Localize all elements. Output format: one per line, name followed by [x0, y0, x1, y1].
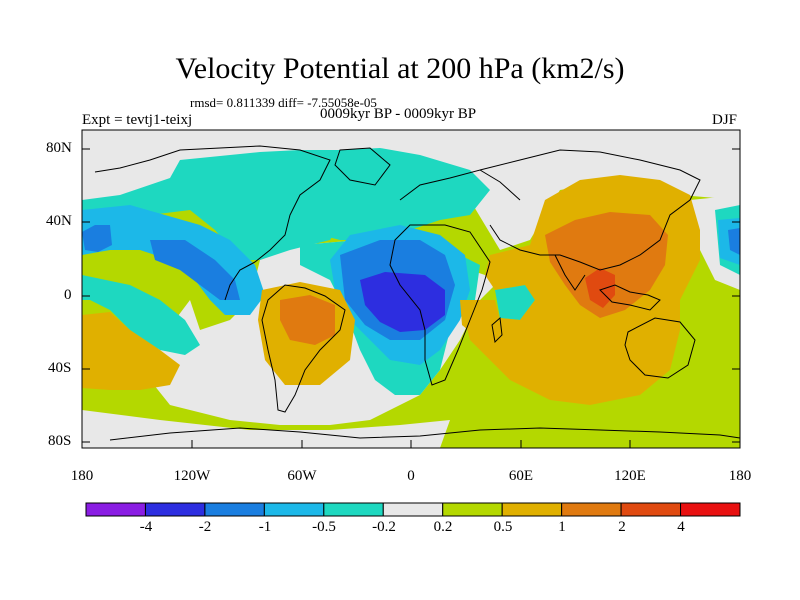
contour-blue-east [728, 228, 740, 255]
lat-ticks [82, 148, 740, 443]
colorbar-label: -1 [258, 519, 272, 535]
colorbar-box [323, 502, 384, 517]
colorbar-box [501, 502, 563, 517]
lon-label-60w: 60W [287, 468, 317, 484]
coast-maritime-continent [599, 284, 661, 311]
colorbar-box [204, 502, 265, 517]
stats-label: rmsd= 0.811339 diff= -7.55058e-05 [190, 95, 377, 110]
coastlines [94, 145, 740, 441]
contour-orange-maritime [545, 212, 668, 318]
contour-field [82, 130, 740, 448]
lat-label-80s: 80S [48, 433, 72, 449]
colorbar-label: -0.2 [372, 519, 396, 535]
contour-neutral-south [82, 410, 450, 448]
contour-blue-namerica [150, 240, 240, 300]
contour-blue-pacific [82, 225, 112, 252]
coast-south-america [261, 284, 346, 413]
lon-ticks [81, 440, 741, 448]
coast-eurasia [479, 149, 701, 271]
colorbar-label: 0.2 [433, 519, 453, 535]
colorbar-label: -2 [198, 519, 212, 535]
coast-greenland [334, 147, 391, 186]
lon-label-120w: 120W [173, 468, 211, 484]
season-label: DJF [712, 112, 738, 128]
colorbar-label: 4 [677, 519, 685, 535]
lon-label-60e: 60E [508, 468, 534, 484]
colorbar [85, 502, 741, 517]
lat-label-40s: 40S [48, 360, 72, 376]
lat-label-0: 0 [64, 287, 72, 303]
colorbar-box [442, 502, 503, 517]
colorbar-label: 0.5 [493, 519, 513, 535]
lon-label-180w: 180 [70, 468, 94, 484]
contour-teal-indian [495, 285, 535, 320]
colorbar-box [85, 502, 146, 517]
colorbar-label: 1 [558, 519, 566, 535]
coast-europe [399, 169, 521, 201]
map-title: Velocity Potential at 200 hPa (km2/s) [175, 52, 625, 85]
lon-label-120e: 120E [614, 468, 646, 484]
colorbar-label: 2 [618, 519, 626, 535]
lon-label-0: 0 [407, 468, 415, 484]
coast-australia [624, 317, 696, 379]
colorbar-label: -4 [139, 519, 153, 535]
colorbar-box [144, 502, 206, 517]
coast-antarctica [109, 427, 740, 441]
colorbar-label: -0.5 [312, 519, 336, 535]
coast-madagascar [491, 316, 503, 344]
coast-india [554, 254, 586, 291]
lat-label-80n: 80N [46, 140, 72, 156]
period-label: 0009kyr BP - 0009kyr BP [320, 106, 477, 122]
coast-africa [389, 224, 491, 386]
colorbar-box [620, 502, 682, 517]
contour-deepblue-africa [360, 272, 445, 332]
contour-orange-samerica [280, 295, 335, 345]
experiment-label: Expt = tevtj1-teixj [82, 112, 193, 128]
contour-teal-westpac [82, 275, 200, 355]
lat-label-40n: 40N [46, 213, 72, 229]
colorbar-box [382, 502, 444, 517]
colorbar-box [263, 502, 325, 517]
contour-yorange-indian-east [460, 300, 500, 340]
colorbar-box [680, 502, 741, 517]
contour-yorange-southpac [82, 312, 180, 390]
colorbar-box [561, 502, 622, 517]
lon-label-180e: 180 [728, 468, 752, 484]
coast-north-america [94, 145, 331, 301]
